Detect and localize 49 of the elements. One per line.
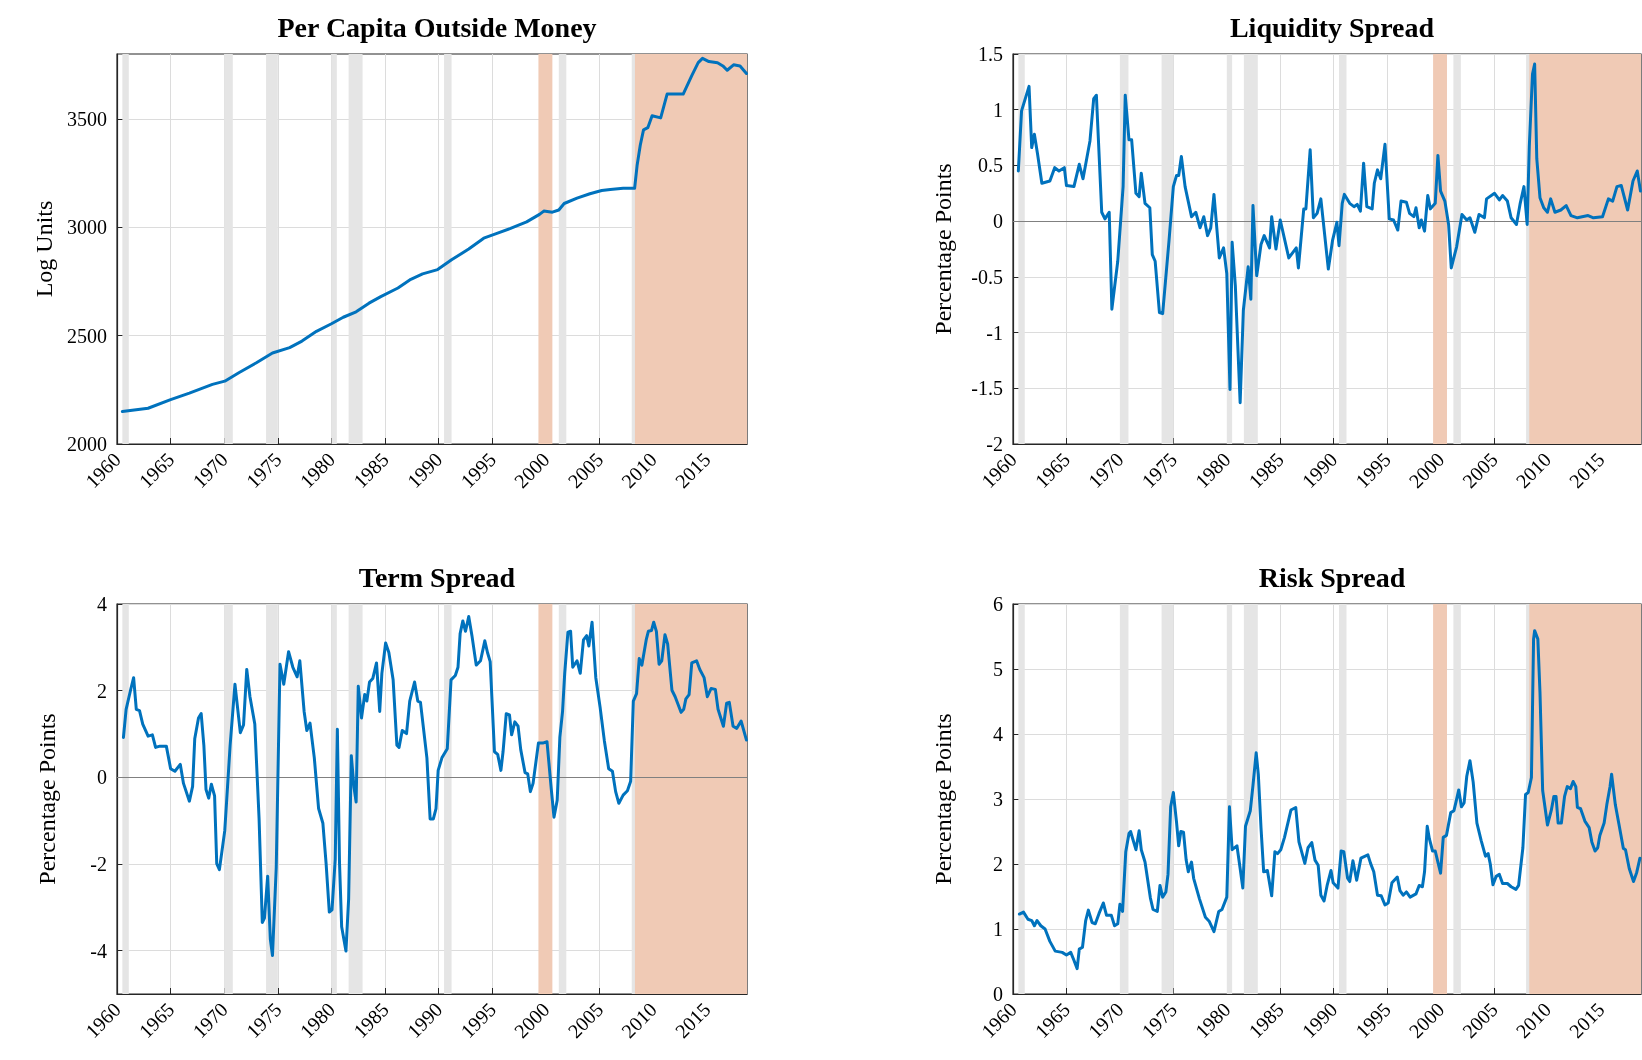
y-tick-label: -2	[90, 853, 107, 875]
y-tick-label: -4	[90, 939, 107, 962]
line-series	[1016, 62, 1642, 405]
x-tick-label: 1970	[1083, 448, 1128, 493]
y-tick-label: -2	[986, 433, 1003, 455]
y-tick-label: 5	[993, 658, 1003, 680]
line-series	[120, 56, 748, 413]
y-tick-label: 2	[97, 679, 107, 702]
y-axis-title: Percentage Points	[930, 713, 956, 885]
x-tick-label: 1980	[295, 998, 340, 1043]
x-tick-label: 1970	[1083, 998, 1128, 1043]
y-tick-label: 6	[993, 593, 1003, 615]
x-tick-label: 1970	[188, 448, 233, 493]
chart-title: Liquidity Spread	[1229, 11, 1435, 43]
y-tick-label: 2500	[67, 324, 107, 347]
y-tick-label: 1	[993, 98, 1003, 121]
x-tick-label: 1980	[1190, 998, 1235, 1043]
x-tick-label: 1970	[188, 998, 233, 1043]
y-axis-title: Percentage Points	[930, 163, 956, 335]
y-axis-title: Log Units	[31, 200, 58, 298]
y-tick-label: -1.5	[971, 377, 1003, 400]
x-tick-label: 1990	[1297, 448, 1342, 493]
y-tick-label: 2	[993, 853, 1003, 875]
y-tick-label: 0	[993, 210, 1003, 233]
chart-title: Per Capita Outside Money	[277, 11, 597, 43]
y-tick-label: -1	[986, 321, 1003, 344]
line-series	[121, 615, 748, 957]
y-tick-label: 3000	[67, 216, 107, 239]
chart-title: Term Spread	[358, 561, 516, 593]
x-tick-label: 1990	[1297, 998, 1342, 1043]
y-tick-label: 0	[993, 983, 1003, 1005]
chart-title: Risk Spread	[1258, 561, 1406, 593]
y-tick-label: 4	[993, 723, 1003, 745]
y-tick-label: 1.5	[978, 43, 1003, 65]
x-tick-label: 1980	[1190, 448, 1235, 493]
x-tick-label: 1960	[80, 998, 125, 1043]
x-tick-label: 1980	[295, 448, 340, 493]
y-tick-label: 3500	[67, 108, 107, 130]
y-tick-label: 0.5	[978, 154, 1003, 177]
line-series	[1017, 629, 1642, 971]
y-tick-label: 1	[993, 918, 1003, 940]
x-tick-label: 1990	[402, 448, 447, 493]
y-tick-label: 4	[97, 593, 107, 615]
y-axis-title: Percentage Points	[34, 713, 60, 885]
y-tick-label: 3	[993, 788, 1003, 810]
y-tick-label: 2000	[67, 433, 107, 455]
y-tick-label: 0	[97, 766, 107, 789]
x-tick-label: 1990	[402, 998, 447, 1043]
y-tick-label: -0.5	[971, 265, 1003, 288]
